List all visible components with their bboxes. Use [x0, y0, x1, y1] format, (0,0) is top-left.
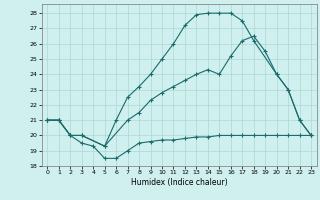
X-axis label: Humidex (Indice chaleur): Humidex (Indice chaleur) [131, 178, 228, 187]
